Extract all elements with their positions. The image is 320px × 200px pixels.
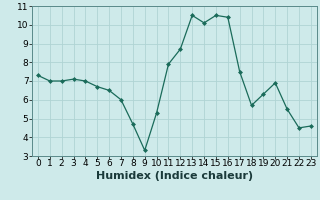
X-axis label: Humidex (Indice chaleur): Humidex (Indice chaleur) — [96, 171, 253, 181]
